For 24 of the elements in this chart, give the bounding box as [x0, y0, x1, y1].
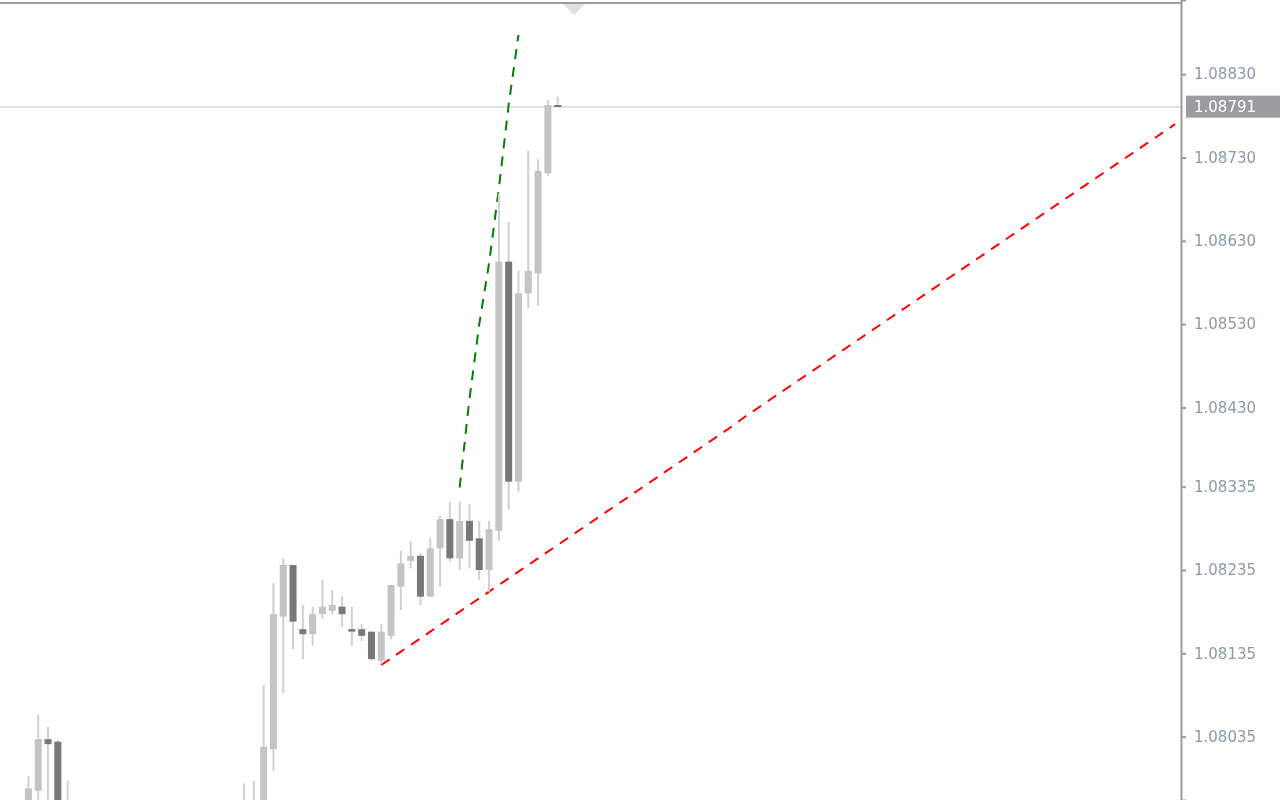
candlestick	[348, 605, 356, 647]
y-tick-label: 1.08035	[1194, 727, 1257, 746]
y-tick-label: 1.08335	[1194, 477, 1257, 496]
candlestick	[44, 725, 52, 800]
candlestick	[24, 774, 32, 800]
y-tick-label: 1.08830	[1194, 65, 1257, 84]
y-tick-label: 1.08430	[1194, 398, 1257, 417]
ref-line-label: 1.08791	[1194, 97, 1257, 116]
candlestick	[407, 539, 415, 570]
candlestick	[524, 149, 532, 310]
y-tick-label: 1.08630	[1194, 232, 1257, 251]
line-series	[458, 34, 520, 489]
candlestick	[299, 604, 307, 661]
candlestick	[397, 549, 405, 611]
candlestick	[328, 589, 336, 616]
y-tick-label: 1.08730	[1194, 148, 1257, 167]
candlestick	[309, 605, 317, 647]
candlestick	[318, 579, 326, 621]
candlestick	[338, 595, 346, 628]
candlestick	[465, 503, 473, 570]
y-tick-label: 1.08235	[1194, 561, 1257, 580]
y-tick-label: 1.08135	[1194, 644, 1257, 663]
line-series	[380, 123, 1177, 666]
y-tick-label: 1.08530	[1194, 315, 1257, 334]
